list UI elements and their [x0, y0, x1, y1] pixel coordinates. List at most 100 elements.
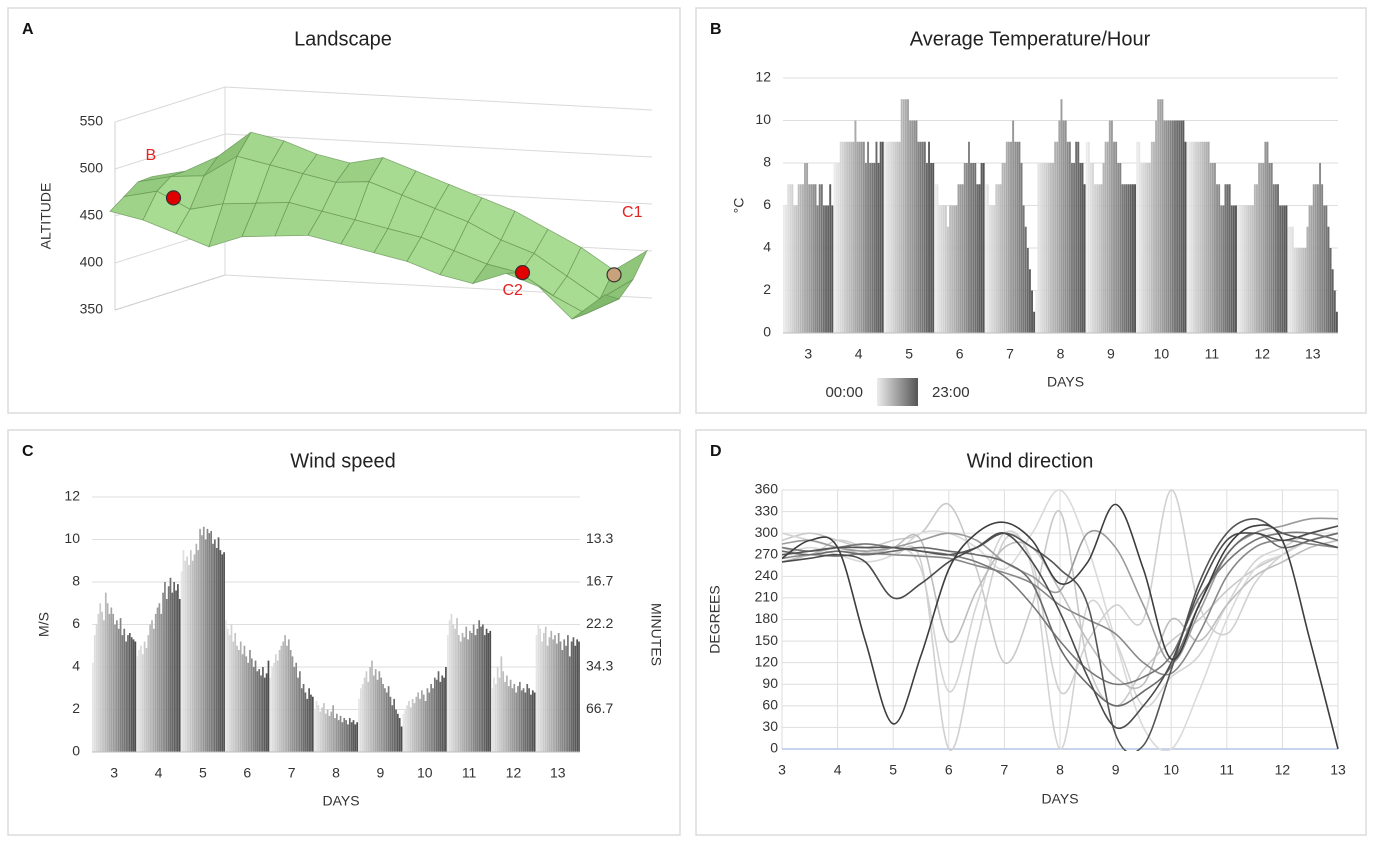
y-axis-label: °C	[731, 198, 747, 214]
bar	[439, 681, 442, 752]
x-tick-label: 5	[199, 765, 207, 781]
x-tick-label: 5	[889, 762, 897, 778]
bar	[1083, 184, 1086, 333]
bar	[528, 688, 530, 752]
bar	[149, 624, 152, 752]
y-tick-label: 10	[64, 530, 80, 546]
bar	[1251, 205, 1254, 333]
y-tick-label: 2	[763, 281, 771, 297]
z-axis-floor	[114, 274, 226, 311]
bar	[873, 163, 876, 333]
bar	[169, 577, 172, 752]
bar	[1306, 226, 1309, 333]
bar	[563, 639, 566, 752]
bar	[478, 620, 481, 752]
bar	[245, 656, 248, 752]
bar	[1110, 120, 1113, 333]
bar	[186, 556, 188, 752]
bar	[474, 635, 477, 752]
x-axis-label: DAYS	[322, 793, 359, 809]
bar	[999, 184, 1002, 333]
bar	[1085, 141, 1088, 333]
bar	[881, 141, 884, 333]
bar	[330, 711, 333, 752]
bar	[1134, 184, 1137, 333]
x-tick-label: 13	[1305, 346, 1321, 362]
bar	[1115, 141, 1118, 333]
bar	[530, 694, 532, 752]
bar	[1028, 269, 1031, 333]
bar	[384, 688, 386, 752]
bar	[883, 141, 886, 333]
bar	[1075, 141, 1078, 333]
bar	[177, 584, 179, 752]
bar	[1144, 163, 1147, 333]
bar	[132, 639, 135, 752]
bar	[182, 550, 185, 752]
bar	[576, 639, 579, 752]
bar	[358, 698, 360, 752]
panel-frame	[695, 429, 1367, 836]
bar	[104, 592, 107, 752]
bar	[1327, 226, 1330, 333]
bar	[247, 662, 249, 752]
bar	[1022, 205, 1025, 333]
bar	[561, 650, 564, 752]
bar	[199, 528, 201, 752]
bar	[970, 163, 973, 333]
bar	[936, 184, 939, 333]
y2-tick-label: 22.2	[586, 615, 613, 631]
bar	[328, 715, 331, 752]
bar	[856, 141, 859, 333]
bar	[502, 671, 505, 752]
bar	[374, 669, 377, 752]
bar	[923, 141, 926, 333]
bar	[1056, 141, 1059, 333]
bar	[204, 539, 207, 752]
bar	[276, 660, 279, 752]
bar	[1304, 248, 1307, 333]
bar	[376, 679, 379, 752]
y2-tick-label: 34.3	[586, 658, 613, 674]
bar	[550, 630, 553, 752]
bar	[1176, 120, 1179, 333]
bar	[1020, 163, 1023, 333]
bar	[1310, 205, 1313, 333]
bar	[347, 724, 349, 752]
bar	[1192, 141, 1195, 333]
bar	[372, 675, 375, 752]
bar	[949, 205, 952, 333]
x-tick-label: 9	[1112, 762, 1120, 778]
bar	[1064, 120, 1067, 333]
bar	[151, 620, 153, 752]
bar	[1079, 163, 1082, 333]
bar	[128, 633, 131, 752]
bar	[934, 184, 937, 333]
bar	[463, 637, 466, 752]
x-tick-label: 10	[417, 765, 433, 781]
bar	[1201, 141, 1204, 333]
bar	[178, 599, 181, 752]
bar	[787, 184, 790, 333]
x-tick-label: 11	[1220, 762, 1235, 778]
bar	[323, 703, 325, 752]
panel-letter: B	[710, 21, 722, 38]
bar	[814, 184, 817, 333]
y-axis-label: M/S	[36, 612, 52, 637]
bar	[1270, 163, 1273, 333]
bar	[500, 656, 503, 752]
panel-letter: D	[710, 443, 722, 460]
bar	[415, 696, 418, 752]
bar	[917, 141, 920, 333]
bar	[1331, 269, 1334, 333]
bar	[913, 120, 916, 333]
bar	[1146, 163, 1149, 333]
bar	[397, 713, 399, 752]
marker-label: C1	[622, 204, 643, 221]
y-tick-label: 0	[763, 324, 771, 340]
bar	[1131, 184, 1134, 333]
bar	[1136, 141, 1139, 333]
bar	[526, 684, 529, 752]
chart-title: Average Temperature/Hour	[910, 28, 1151, 50]
bar	[791, 184, 794, 333]
